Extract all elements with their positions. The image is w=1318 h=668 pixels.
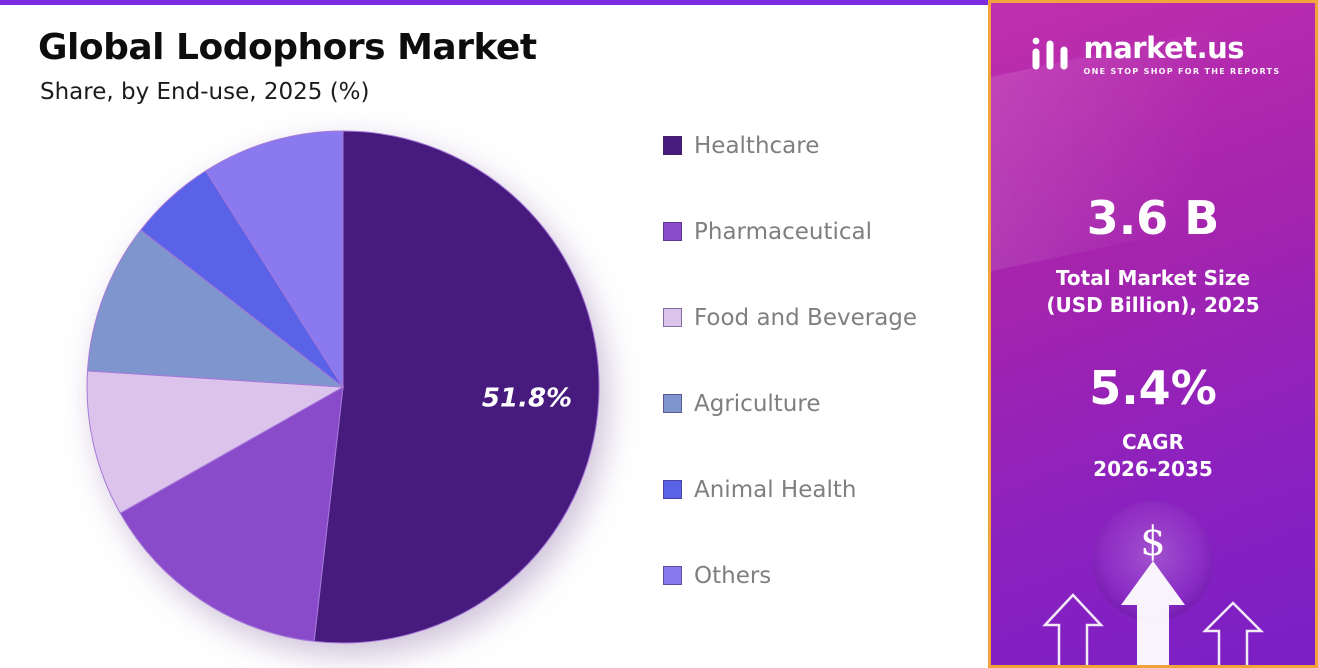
legend-item-agriculture: Agriculture (663, 390, 917, 417)
growth-arrows-icon (1042, 561, 1265, 665)
stat-cagr-label: CAGR 2026-2035 (991, 429, 1315, 483)
legend-label: Others (694, 562, 772, 589)
pie-slice-healthcare (313, 130, 600, 644)
legend-label: Food and Beverage (694, 304, 918, 331)
legend-item-animal-health: Animal Health (663, 476, 917, 503)
dollar-icon: $ (1140, 519, 1166, 565)
stat-cagr-value: 5.4% (1089, 361, 1217, 415)
arrow-up-icon (1201, 601, 1265, 665)
legend-swatch-icon (663, 308, 682, 327)
stat-market-size-label-line1: Total Market Size (1055, 266, 1251, 290)
legend-swatch-icon (663, 394, 682, 413)
legend-item-pharmaceutical: Pharmaceutical (663, 218, 917, 245)
legend-swatch-icon (663, 480, 682, 499)
legend-label: Agriculture (694, 390, 821, 417)
pie-slice-agriculture (86, 229, 345, 388)
legend-item-healthcare: Healthcare (663, 132, 917, 159)
pie-chart-container: 51.8% (73, 117, 613, 657)
brand-name: market.us (1083, 31, 1245, 65)
stat-market-size-value: 3.6 B (1086, 191, 1220, 245)
brand-tagline: ONE STOP SHOP FOR THE REPORTS (1083, 67, 1281, 76)
legend-swatch-icon (663, 136, 682, 155)
pie-slice-food-and-beverage (86, 370, 345, 514)
legend-label: Pharmaceutical (694, 218, 873, 245)
page-subtitle: Share, by End-use, 2025 (%) (40, 79, 370, 105)
legend-swatch-icon (663, 566, 682, 585)
legend-item-food-and-beverage: Food and Beverage (663, 304, 918, 331)
pie-value-label: 51.8% (482, 383, 572, 413)
pie-slice-others (205, 130, 344, 389)
legend-label: Animal Health (694, 476, 857, 503)
stat-market-size-label: Total Market Size (USD Billion), 2025 (991, 265, 1315, 319)
legend-item-others: Others (663, 562, 917, 589)
stat-cagr-label-line2: 2026-2035 (1093, 457, 1213, 481)
pie-chart: 51.8% (86, 130, 600, 644)
arrow-up-icon (1121, 561, 1185, 665)
chart-pane: Global Lodophors Market Share, by End-us… (0, 0, 988, 657)
brand-logo: market.us ONE STOP SHOP FOR THE REPORTS (991, 33, 1315, 77)
legend-label: Healthcare (694, 132, 820, 159)
stat-cagr-label-line1: CAGR (1122, 430, 1184, 454)
stat-market-size-label-line2: (USD Billion), 2025 (1046, 293, 1260, 317)
marketus-logo-icon (1032, 37, 1068, 70)
brand-text: market.us ONE STOP SHOP FOR THE REPORTS (1083, 31, 1281, 77)
promo-panel: market.us ONE STOP SHOP FOR THE REPORTS … (988, 0, 1318, 668)
page-title: Global Lodophors Market (38, 27, 537, 68)
pie-slice-pharmaceutical (119, 386, 344, 642)
legend-swatch-icon (663, 222, 682, 241)
legend: Healthcare Pharmaceutical Food and Beverag… (663, 132, 918, 589)
arrow-up-icon (1042, 593, 1104, 665)
